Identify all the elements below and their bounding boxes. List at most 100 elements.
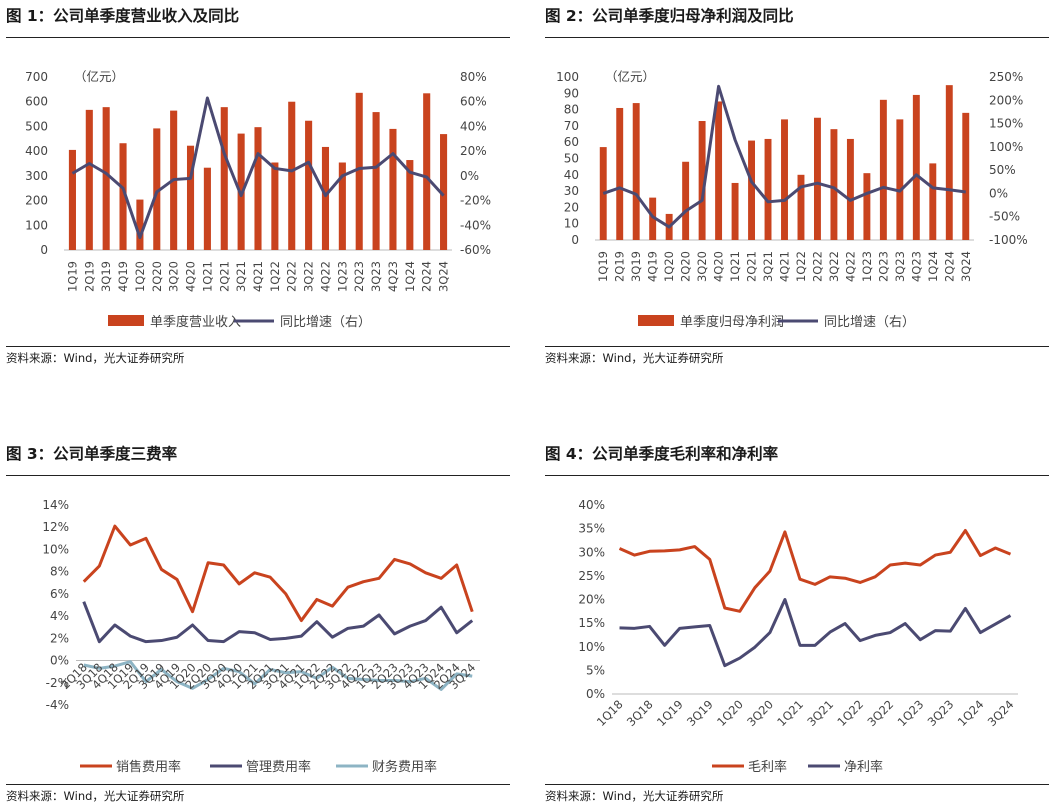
y-tick-label: 35% — [578, 522, 605, 536]
y-tick-label: 30% — [578, 545, 605, 559]
legend-label: 财务费用率 — [372, 759, 437, 775]
bar — [68, 149, 76, 250]
category-label: 3Q20 — [695, 251, 709, 282]
y-tick-label: 20 — [564, 200, 579, 214]
category-label: 4Q22 — [318, 261, 332, 292]
y2-tick-label: 0% — [989, 186, 1008, 200]
y2-tick-label: -50% — [989, 210, 1020, 224]
legend-label: 单季度归母净利润 — [680, 314, 784, 330]
category-label: 3Q22 — [864, 697, 896, 729]
y-tick-label: 6% — [50, 587, 69, 601]
category-label: 3Q24 — [959, 251, 973, 282]
y-tick-label: 20% — [578, 593, 605, 607]
y-tick-label: 90 — [564, 86, 579, 100]
legend-label: 毛利率 — [748, 759, 787, 775]
bar — [632, 103, 640, 240]
category-label: 2Q24 — [420, 261, 434, 292]
figure-2-source: 资料来源：Wind，光大证券研究所 — [545, 351, 724, 365]
category-label: 2Q23 — [876, 251, 890, 282]
bar — [153, 128, 161, 250]
category-label: 1Q24 — [955, 697, 987, 729]
legend-label: 净利率 — [844, 759, 883, 775]
figure-4-top-rule — [545, 475, 1049, 476]
category-label: 4Q20 — [712, 251, 726, 282]
y-tick-label: 10% — [42, 542, 69, 556]
bar — [186, 145, 195, 250]
y-tick-label: 4% — [50, 609, 69, 623]
bar — [321, 146, 330, 250]
category-label: 4Q21 — [251, 261, 265, 292]
bar — [599, 147, 607, 240]
category-label: 3Q21 — [761, 251, 775, 282]
bar — [731, 182, 739, 240]
y2-tick-label: -60% — [460, 243, 491, 257]
category-label: 3Q20 — [744, 697, 776, 729]
category-label: 2Q19 — [82, 261, 96, 292]
bar — [119, 143, 127, 250]
bar — [846, 138, 854, 240]
figure-2-top-rule — [545, 37, 1049, 38]
figure-3-source: 资料来源：Wind，光大证券研究所 — [6, 789, 185, 803]
y2-tick-label: 150% — [989, 117, 1023, 131]
series-line — [82, 524, 474, 623]
bar — [962, 112, 970, 240]
y2-tick-label: 60% — [460, 95, 487, 109]
y-tick-label: 300 — [25, 169, 48, 183]
bar — [372, 112, 380, 250]
bar — [764, 138, 772, 240]
bar — [748, 140, 756, 240]
category-label: 1Q21 — [728, 251, 742, 282]
category-label: 3Q23 — [925, 697, 957, 729]
category-label: 2Q21 — [217, 261, 231, 292]
figure-4-title: 图 4：公司单季度毛利率和净利率 — [545, 445, 779, 463]
bar — [355, 92, 363, 251]
category-label: 3Q19 — [684, 697, 716, 729]
category-label: 4Q23 — [386, 261, 400, 292]
figure-4-bottom-rule — [545, 784, 1049, 785]
bar — [288, 101, 296, 250]
y-tick-label: 40 — [564, 168, 579, 182]
y-tick-label: -4% — [46, 698, 69, 712]
y2-tick-label: 250% — [989, 70, 1023, 84]
series-line — [82, 601, 474, 644]
category-label: 1Q23 — [895, 697, 927, 729]
bar — [896, 119, 904, 240]
figure-1-source: 资料来源：Wind，光大证券研究所 — [6, 351, 185, 365]
category-label: 3Q22 — [302, 261, 316, 292]
y2-tick-label: 40% — [460, 119, 487, 133]
bar — [682, 161, 690, 240]
y-tick-label: 5% — [586, 663, 605, 677]
bar — [912, 94, 920, 241]
y-tick-label: 0 — [571, 233, 579, 247]
category-label: 1Q19 — [596, 251, 610, 282]
y2-tick-label: 100% — [989, 140, 1023, 154]
y-tick-label: 700 — [25, 70, 48, 84]
y-tick-label: 0 — [40, 243, 48, 257]
category-label: 4Q22 — [843, 251, 857, 282]
bar — [440, 134, 448, 250]
category-label: 1Q21 — [774, 697, 806, 729]
category-label: 2Q22 — [285, 261, 299, 292]
bar — [338, 162, 346, 250]
figure-3-bottom-rule — [6, 784, 510, 785]
y-tick-label: 0% — [50, 654, 69, 668]
y-tick-label: 600 — [25, 95, 48, 109]
category-label: 4Q19 — [116, 261, 130, 292]
y-tick-label: 12% — [42, 520, 69, 534]
legend-swatch — [638, 315, 674, 326]
y-tick-label: 25% — [578, 569, 605, 583]
bar — [863, 173, 871, 240]
category-label: 1Q23 — [335, 261, 349, 292]
y-tick-label: 400 — [25, 144, 48, 158]
category-label: 3Q21 — [234, 261, 248, 292]
y2-tick-label: -100% — [989, 233, 1028, 247]
category-label: 1Q22 — [268, 261, 282, 292]
figure-3-title: 图 3：公司单季度三费率 — [6, 445, 178, 463]
unit-label: （亿元） — [74, 69, 124, 84]
y2-tick-label: 200% — [989, 93, 1023, 107]
figure-2-bottom-rule — [545, 346, 1049, 347]
y2-tick-label: -20% — [460, 194, 491, 208]
bar — [254, 127, 262, 250]
